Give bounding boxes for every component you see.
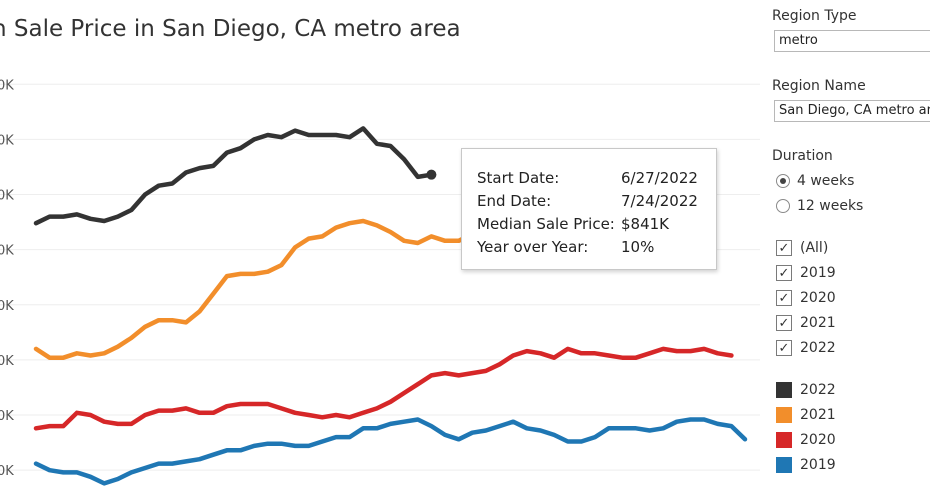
- checkbox-label: 2022: [800, 340, 836, 356]
- year-filter-2022[interactable]: ✓ 2022: [776, 340, 836, 356]
- legend-item-2022[interactable]: 2022: [776, 382, 836, 398]
- tooltip-row-end-date: End Date: 7/24/2022: [477, 190, 716, 213]
- duration-option-12-weeks[interactable]: 12 weeks: [776, 198, 863, 214]
- y-tick-label: 0K: [0, 354, 14, 369]
- y-tick-label: 0K: [0, 244, 14, 259]
- year-filter-all[interactable]: ✓ (All): [776, 240, 828, 256]
- legend-label: 2020: [800, 432, 836, 448]
- tooltip-row-start-date: Start Date: 6/27/2022: [477, 167, 716, 190]
- filter-panel: Region Type metro Region Name San Diego,…: [772, 0, 930, 491]
- y-tick-label: 0K: [0, 133, 14, 148]
- legend-item-2021[interactable]: 2021: [776, 407, 836, 423]
- tooltip-key: Median Sale Price:: [477, 215, 615, 233]
- legend-swatch: [776, 407, 792, 423]
- tooltip-value: 7/24/2022: [621, 192, 698, 210]
- region-name-label: Region Name: [772, 78, 866, 94]
- year-filter-2020[interactable]: ✓ 2020: [776, 290, 836, 306]
- region-type-input[interactable]: metro: [774, 30, 930, 52]
- series-line-2022[interactable]: [33, 126, 434, 226]
- checkbox-checked-icon[interactable]: ✓: [776, 240, 792, 256]
- radio-unselected-icon[interactable]: [776, 199, 790, 213]
- year-filter-2021[interactable]: ✓ 2021: [776, 315, 836, 331]
- checkbox-checked-icon[interactable]: ✓: [776, 290, 792, 306]
- duration-label: Duration: [772, 148, 833, 164]
- tooltip-key: Start Date:: [477, 169, 560, 187]
- tooltip-row-median-price: Median Sale Price: $841K: [477, 213, 716, 236]
- tooltip-row-yoy: Year over Year: 10%: [477, 236, 716, 259]
- checkbox-label: 2021: [800, 315, 836, 331]
- legend-swatch: [776, 382, 792, 398]
- y-tick-label: 0K: [0, 299, 14, 314]
- region-type-label: Region Type: [772, 8, 857, 24]
- tooltip-value: $841K: [621, 215, 670, 233]
- chart-title: n Sale Price in San Diego, CA metro area: [0, 16, 461, 42]
- y-tick-label: 0K: [0, 464, 14, 479]
- year-filter-2019[interactable]: ✓ 2019: [776, 265, 836, 281]
- checkbox-label: 2019: [800, 265, 836, 281]
- tooltip-value: 10%: [621, 238, 655, 256]
- y-tick-label: 0K: [0, 189, 14, 204]
- legend-item-2020[interactable]: 2020: [776, 432, 836, 448]
- hovered-data-point[interactable]: [426, 169, 437, 180]
- y-tick-label: 0K: [0, 409, 14, 424]
- radio-label: 12 weeks: [797, 198, 864, 214]
- series-line-2019[interactable]: [33, 417, 748, 486]
- hover-tooltip: Start Date: 6/27/2022 End Date: 7/24/202…: [461, 148, 717, 270]
- checkbox-checked-icon[interactable]: ✓: [776, 265, 792, 281]
- legend-label: 2019: [800, 457, 836, 473]
- legend-swatch: [776, 457, 792, 473]
- tooltip-value: 6/27/2022: [621, 169, 698, 187]
- legend-item-2019[interactable]: 2019: [776, 457, 836, 473]
- series-line-2020[interactable]: [33, 346, 734, 431]
- checkbox-label: 2020: [800, 290, 836, 306]
- checkbox-checked-icon[interactable]: ✓: [776, 340, 792, 356]
- y-tick-label: 0K: [0, 78, 14, 93]
- duration-option-4-weeks[interactable]: 4 weeks: [776, 173, 854, 189]
- legend-label: 2021: [800, 407, 836, 423]
- region-name-input[interactable]: San Diego, CA metro area: [774, 100, 930, 122]
- radio-selected-icon[interactable]: [776, 174, 790, 188]
- tooltip-key: Year over Year:: [477, 238, 589, 256]
- checkbox-checked-icon[interactable]: ✓: [776, 315, 792, 331]
- checkbox-label: (All): [800, 240, 829, 256]
- line-chart: 0K 0K 0K 0K 0K 0K 0K 0K: [0, 78, 760, 486]
- legend-label: 2022: [800, 382, 836, 398]
- radio-label: 4 weeks: [797, 173, 855, 189]
- tooltip-key: End Date:: [477, 192, 552, 210]
- legend-swatch: [776, 432, 792, 448]
